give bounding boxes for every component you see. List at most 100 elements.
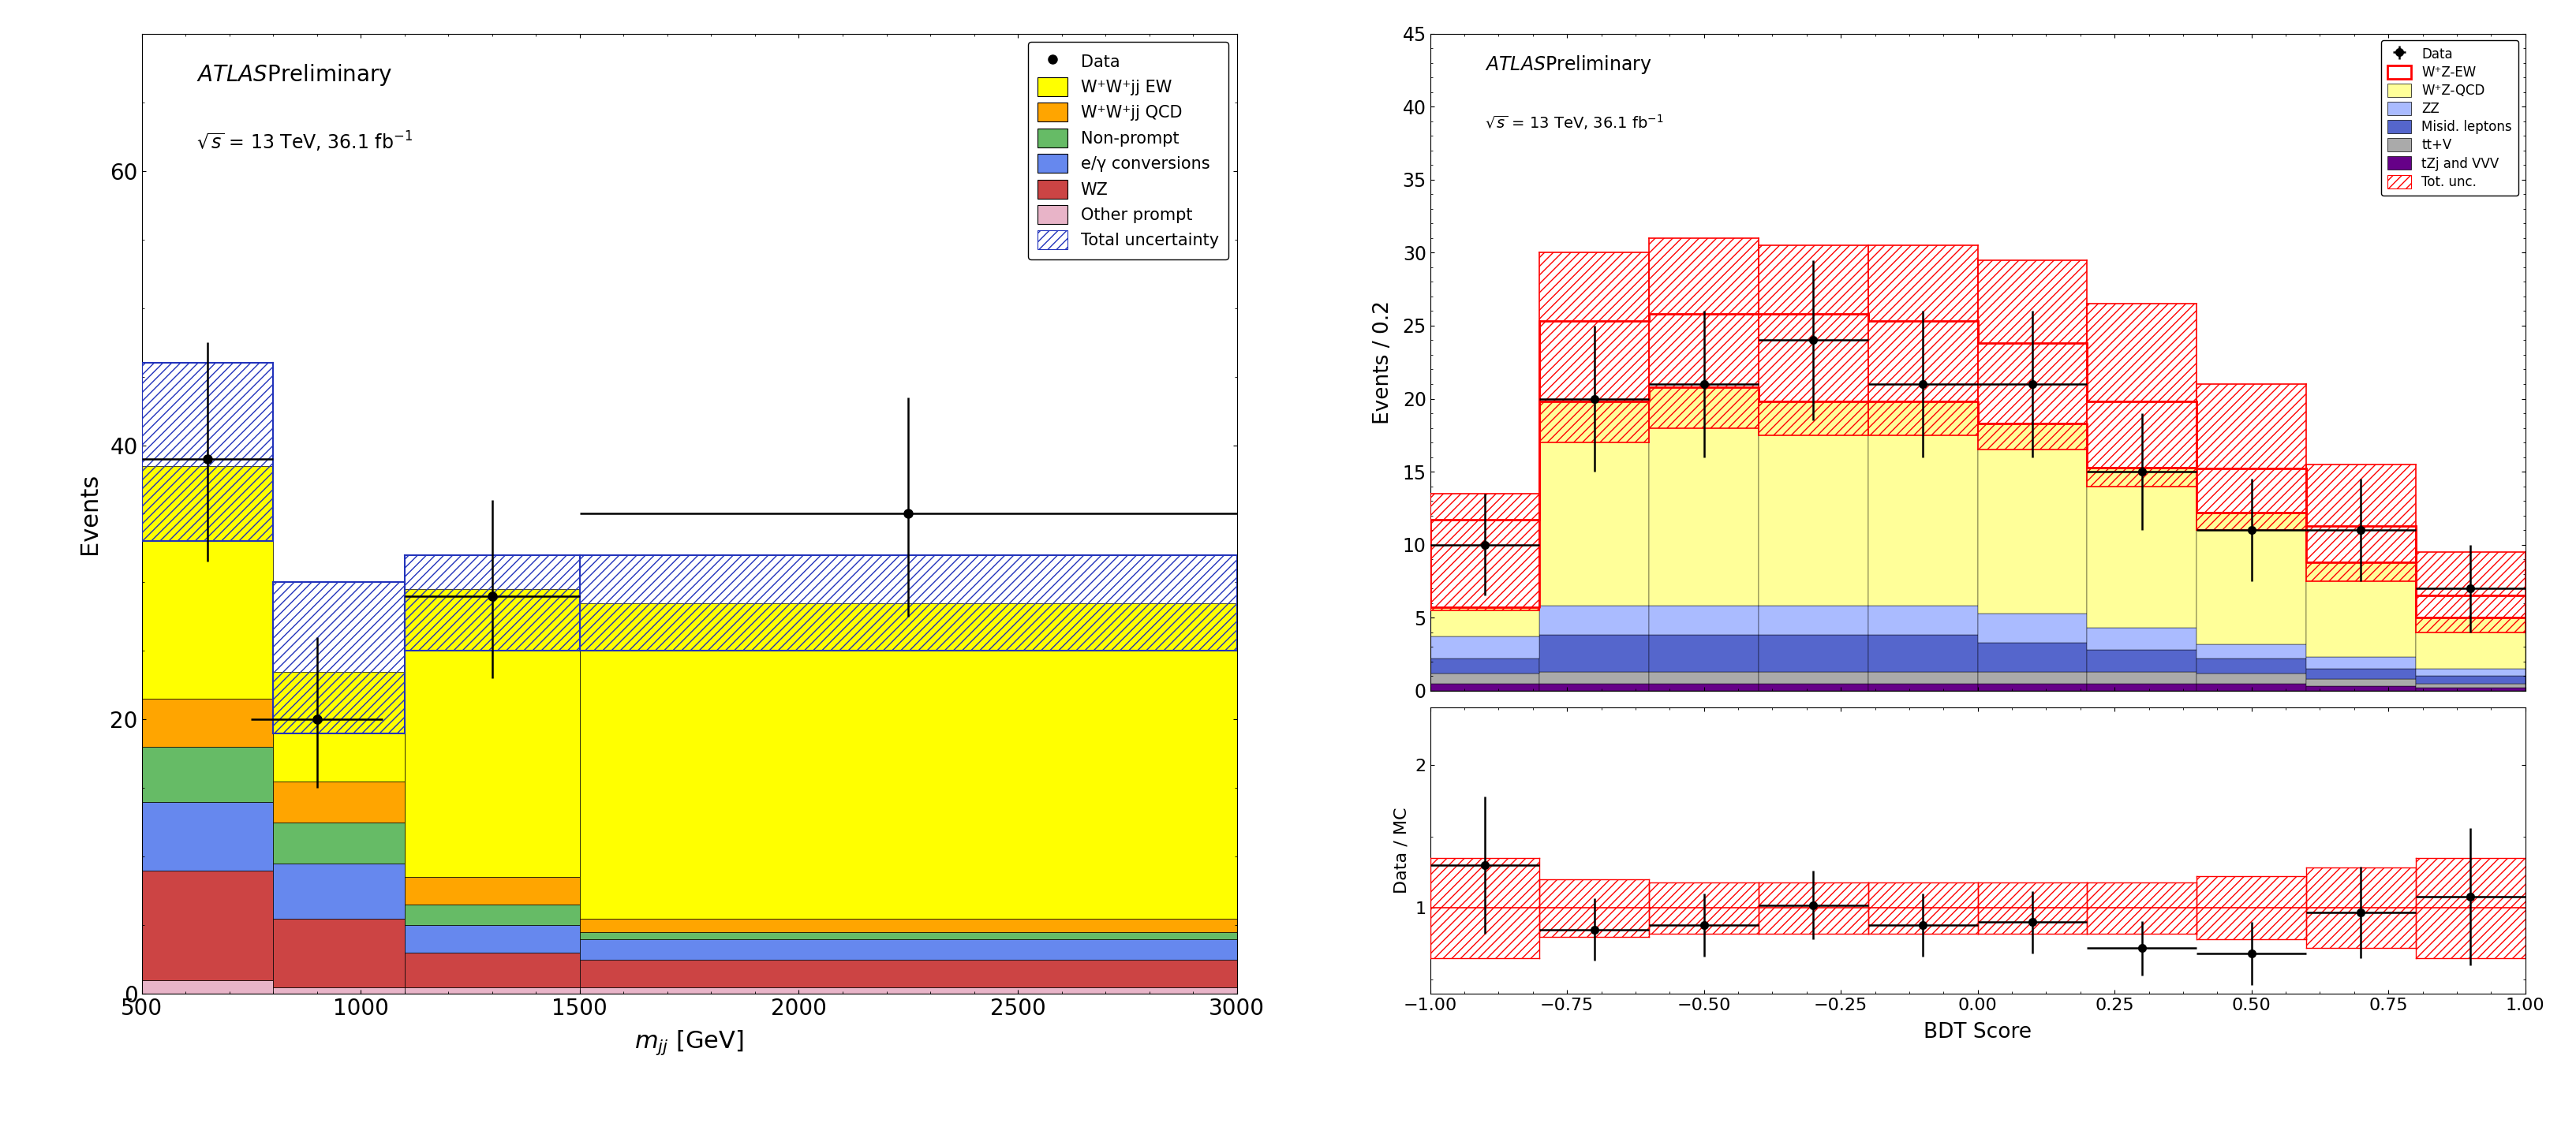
Bar	[1540, 606, 1649, 636]
Bar	[580, 987, 1236, 994]
Bar	[1868, 606, 1978, 636]
Bar	[2306, 563, 2416, 657]
Text: $\bf{\it{ATLAS}}$$\rm{ Preliminary}$: $\bf{\it{ATLAS}}$$\rm{ Preliminary}$	[196, 63, 392, 88]
Bar	[1759, 683, 1868, 691]
Text: $\bf{\it{ATLAS}}$$\rm{ Preliminary}$: $\bf{\it{ATLAS}}$$\rm{ Preliminary}$	[1484, 54, 1651, 75]
Bar	[1649, 387, 1757, 606]
Bar	[580, 932, 1236, 939]
Bar	[273, 822, 404, 864]
Bar	[2087, 304, 2195, 486]
Bar	[2195, 673, 2306, 683]
Bar	[1540, 672, 1649, 683]
Bar	[580, 959, 1236, 987]
Bar	[1759, 402, 1868, 606]
Bar	[1868, 883, 1978, 933]
Bar	[2306, 679, 2416, 686]
Bar	[1430, 683, 1540, 691]
Bar	[2087, 672, 2195, 683]
Bar	[1430, 658, 1540, 673]
Bar	[1868, 683, 1978, 691]
Bar	[1540, 879, 1649, 937]
Bar	[2195, 876, 2306, 940]
Bar	[1978, 613, 2087, 642]
Legend: Data, W⁺W⁺jj EW, W⁺W⁺jj QCD, Non-prompt, e/γ conversions, WZ, Other prompt, Tota: Data, W⁺W⁺jj EW, W⁺W⁺jj QCD, Non-prompt,…	[1028, 42, 1229, 259]
Bar	[1978, 261, 2087, 450]
Bar	[2416, 683, 2524, 687]
Bar	[404, 877, 580, 905]
Bar	[404, 590, 580, 877]
Bar	[1978, 883, 2087, 933]
Bar	[580, 555, 1236, 651]
Bar	[1868, 672, 1978, 683]
Bar	[2416, 669, 2524, 676]
Bar	[1759, 636, 1868, 672]
Bar	[2087, 883, 2195, 933]
Bar	[273, 672, 404, 782]
Bar	[1868, 636, 1978, 672]
Bar	[2195, 683, 2306, 691]
Y-axis label: Events: Events	[77, 473, 100, 555]
Bar	[1759, 246, 1868, 435]
Bar	[1649, 683, 1757, 691]
Bar	[1430, 673, 1540, 683]
Bar	[2306, 657, 2416, 668]
Bar	[142, 747, 273, 802]
Bar	[2195, 512, 2306, 643]
Bar	[580, 939, 1236, 959]
Bar	[273, 782, 404, 822]
Bar	[404, 987, 580, 994]
Text: $\sqrt{s}$ = 13 TeV, 36.1 fb$^{-1}$: $\sqrt{s}$ = 13 TeV, 36.1 fb$^{-1}$	[1484, 112, 1664, 131]
Bar	[142, 870, 273, 980]
Bar	[1978, 683, 2087, 691]
Bar	[1649, 672, 1757, 683]
Bar	[142, 980, 273, 994]
Bar	[1649, 883, 1757, 933]
Bar	[1649, 636, 1757, 672]
Bar	[1430, 637, 1540, 658]
Bar	[2416, 551, 2524, 632]
Bar	[142, 802, 273, 870]
Bar	[1430, 858, 1540, 958]
Bar	[404, 555, 580, 651]
Bar	[2306, 686, 2416, 691]
Bar	[2087, 467, 2195, 628]
Bar	[1978, 642, 2087, 672]
Bar	[2195, 384, 2306, 530]
Legend: Data, W⁺Z-EW, W⁺Z-QCD, ZZ, Misid. leptons, tt+V, tZj and VVV, Tot. unc.: Data, W⁺Z-EW, W⁺Z-QCD, ZZ, Misid. lepton…	[2380, 40, 2517, 195]
Bar	[2306, 868, 2416, 948]
Bar	[1649, 606, 1757, 636]
X-axis label: $m_{jj}$ [GeV]: $m_{jj}$ [GeV]	[634, 1029, 744, 1057]
Bar	[2416, 858, 2524, 958]
Bar	[1759, 672, 1868, 683]
Bar	[1540, 402, 1649, 606]
Bar	[2195, 643, 2306, 658]
Bar	[404, 925, 580, 952]
Bar	[1540, 636, 1649, 672]
Bar	[142, 699, 273, 747]
Y-axis label: Data / MC: Data / MC	[1394, 807, 1409, 894]
Bar	[404, 952, 580, 987]
Bar	[2087, 683, 2195, 691]
Bar	[1868, 402, 1978, 606]
Bar	[404, 905, 580, 925]
Bar	[1430, 494, 1540, 611]
Bar	[273, 864, 404, 919]
Bar	[580, 919, 1236, 932]
Bar	[1759, 606, 1868, 636]
Bar	[273, 583, 404, 733]
Bar	[1540, 253, 1649, 442]
Bar	[142, 363, 273, 541]
Bar	[1978, 672, 2087, 683]
Text: $\sqrt{s}$ = 13 TeV, 36.1 fb$^{-1}$: $\sqrt{s}$ = 13 TeV, 36.1 fb$^{-1}$	[196, 130, 412, 154]
Bar	[142, 466, 273, 699]
Bar	[2416, 676, 2524, 683]
Bar	[1978, 423, 2087, 613]
Bar	[2416, 618, 2524, 668]
Bar	[580, 603, 1236, 919]
X-axis label: BDT Score: BDT Score	[1924, 1022, 2030, 1043]
Bar	[2306, 465, 2416, 582]
Bar	[1868, 246, 1978, 435]
Bar	[1540, 683, 1649, 691]
Bar	[2087, 650, 2195, 672]
Bar	[1759, 883, 1868, 933]
